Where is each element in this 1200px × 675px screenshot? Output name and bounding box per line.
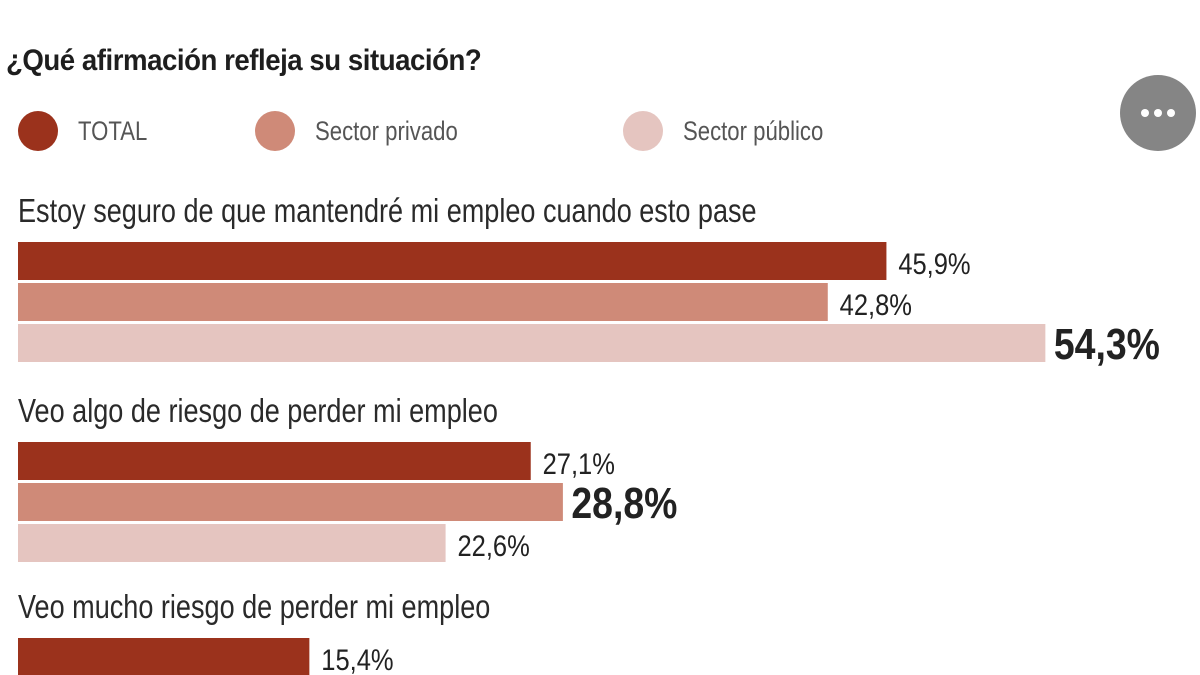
bar-sector-privado <box>18 283 828 321</box>
category-label: Veo mucho riesgo de perder mi empleo <box>18 588 491 625</box>
data-label: 15,4% <box>321 643 393 675</box>
legend-swatch-icon <box>623 111 663 151</box>
category-label: Veo algo de riesgo de perder mi empleo <box>18 392 498 429</box>
data-label: 45,9% <box>898 247 970 280</box>
ellipsis-icon <box>1141 109 1149 117</box>
data-label: 27,1% <box>543 447 615 480</box>
bar-total <box>18 638 310 675</box>
data-label: 22,6% <box>457 529 529 562</box>
data-label: 54,3% <box>1054 319 1160 369</box>
bar-total <box>18 242 887 280</box>
legend-item-total: TOTAL <box>18 108 163 154</box>
bar-total <box>18 442 531 480</box>
legend-label: TOTAL <box>78 115 148 146</box>
bar-sector-publico <box>18 524 446 562</box>
legend: TOTAL Sector privado Sector público <box>0 108 1200 156</box>
ellipsis-icon <box>1167 109 1175 117</box>
ellipsis-icon <box>1154 109 1162 117</box>
legend-swatch-icon <box>255 111 295 151</box>
data-label: 28,8% <box>571 478 677 528</box>
legend-swatch-icon <box>18 111 58 151</box>
category-label: Estoy seguro de que mantendré mi empleo … <box>18 192 757 229</box>
legend-item-sector-privado: Sector privado <box>255 108 489 154</box>
bar-sector-privado <box>18 483 563 521</box>
bar-sector-publico <box>18 324 1046 362</box>
data-label: 42,8% <box>840 288 912 321</box>
chart-title: ¿Qué afirmación refleja su situación? <box>6 44 482 77</box>
legend-item-sector-publico: Sector público <box>623 108 854 154</box>
legend-label: Sector público <box>683 115 824 146</box>
legend-label: Sector privado <box>315 115 458 146</box>
more-options-button[interactable] <box>1120 75 1196 151</box>
